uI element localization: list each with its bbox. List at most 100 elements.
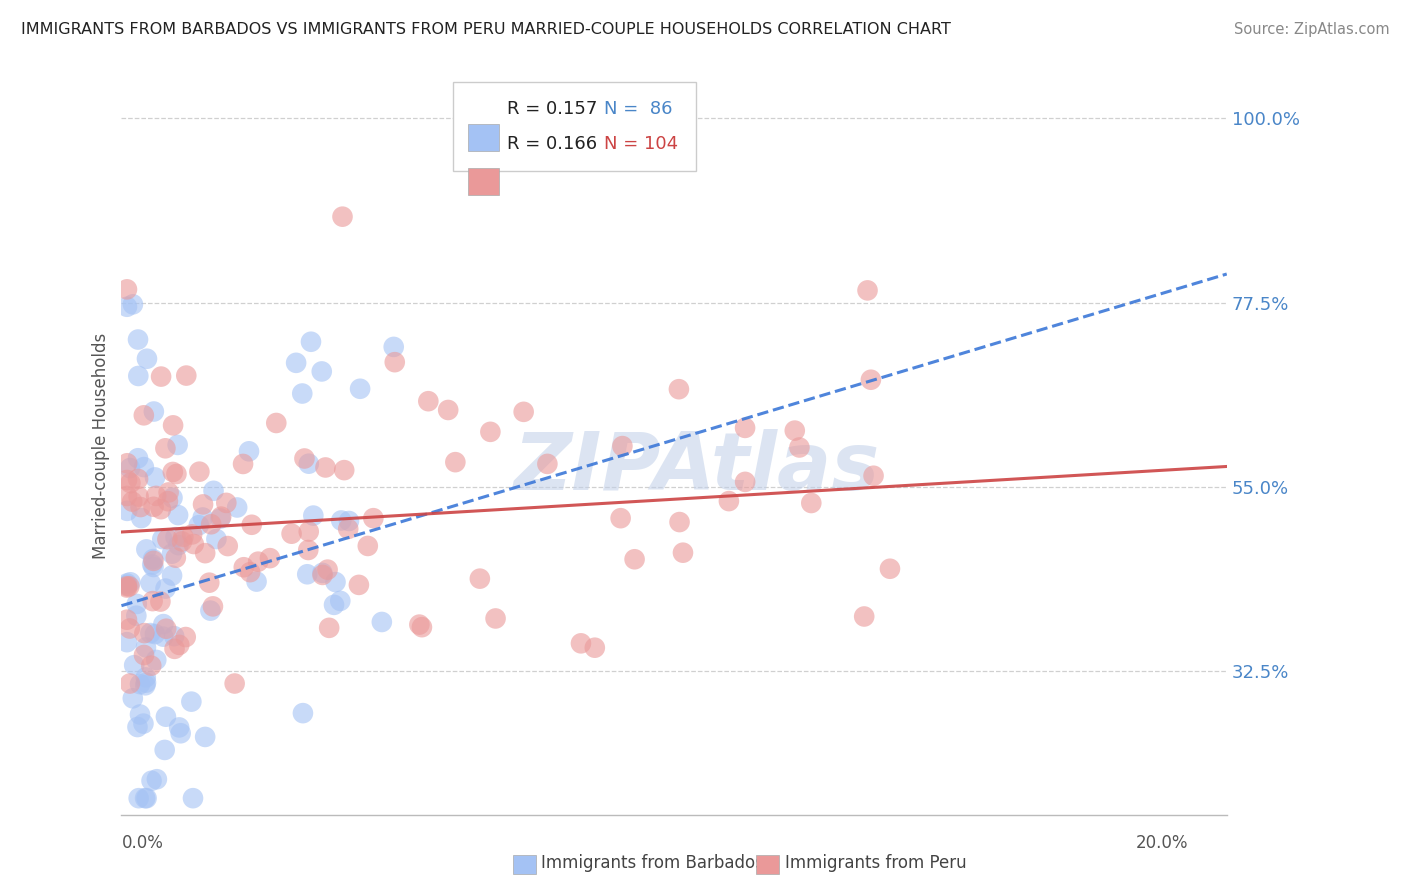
Point — [297, 543, 319, 558]
Point — [325, 575, 347, 590]
Point — [129, 500, 152, 514]
Point — [198, 575, 221, 590]
Point — [174, 630, 197, 644]
Point — [150, 532, 173, 546]
Point — [118, 676, 141, 690]
Point — [174, 368, 197, 383]
Point — [783, 424, 806, 438]
Text: ZIPAtlas: ZIPAtlas — [513, 429, 879, 508]
Point — [239, 565, 262, 579]
Point — [194, 730, 217, 744]
Point — [323, 598, 346, 612]
Point — [200, 517, 222, 532]
Point — [668, 515, 690, 529]
Point — [132, 460, 155, 475]
Point — [191, 510, 214, 524]
Point — [142, 404, 165, 418]
Point — [129, 677, 152, 691]
Point — [444, 455, 467, 469]
Point — [363, 511, 385, 525]
Point — [668, 382, 690, 396]
Point — [125, 608, 148, 623]
Point — [115, 300, 138, 314]
Point — [155, 442, 177, 456]
Point — [291, 386, 314, 401]
Point — [583, 640, 606, 655]
Text: N =  86: N = 86 — [603, 100, 672, 118]
Point — [330, 514, 353, 528]
Text: Source: ZipAtlas.com: Source: ZipAtlas.com — [1233, 22, 1389, 37]
Point — [136, 351, 159, 366]
Point — [382, 340, 405, 354]
Point — [120, 476, 142, 491]
Point — [128, 490, 150, 504]
Point — [194, 546, 217, 560]
Point — [180, 695, 202, 709]
Point — [157, 485, 180, 500]
Point — [162, 465, 184, 479]
Point — [202, 483, 225, 498]
Point — [134, 626, 156, 640]
Point — [232, 560, 254, 574]
Point — [163, 641, 186, 656]
Point — [121, 494, 143, 508]
Point — [162, 418, 184, 433]
Point — [318, 621, 340, 635]
Point — [187, 518, 209, 533]
Point — [139, 626, 162, 640]
Point — [146, 772, 169, 787]
Point — [132, 648, 155, 662]
Point — [311, 566, 333, 580]
Point — [240, 517, 263, 532]
Point — [201, 599, 224, 614]
Point — [160, 547, 183, 561]
Point — [245, 574, 267, 589]
Point — [135, 670, 157, 684]
Point — [859, 373, 882, 387]
Point — [879, 562, 901, 576]
Point — [118, 622, 141, 636]
Point — [205, 532, 228, 546]
Point — [145, 489, 167, 503]
Point — [118, 461, 141, 475]
Point — [172, 530, 194, 544]
Point — [169, 726, 191, 740]
Point — [347, 578, 370, 592]
Point — [134, 791, 156, 805]
Point — [337, 514, 360, 528]
Point — [115, 456, 138, 470]
Point — [232, 457, 254, 471]
Point — [191, 497, 214, 511]
Point — [142, 500, 165, 514]
Point — [247, 555, 270, 569]
Point — [337, 522, 360, 536]
Point — [299, 334, 322, 349]
Point — [141, 658, 163, 673]
Point — [142, 560, 165, 574]
Point — [853, 609, 876, 624]
Point — [162, 491, 184, 505]
Point — [408, 617, 430, 632]
Point — [612, 439, 634, 453]
Point — [115, 473, 138, 487]
Point — [609, 511, 631, 525]
Point — [298, 524, 321, 539]
Point — [135, 542, 157, 557]
Text: IMMIGRANTS FROM BARBADOS VS IMMIGRANTS FROM PERU MARRIED-COUPLE HOUSEHOLDS CORRE: IMMIGRANTS FROM BARBADOS VS IMMIGRANTS F… — [21, 22, 950, 37]
Point — [118, 579, 141, 593]
Point — [209, 509, 232, 524]
Point — [181, 791, 204, 805]
Point — [224, 676, 246, 690]
Point — [125, 597, 148, 611]
Point — [856, 284, 879, 298]
Point — [150, 369, 173, 384]
Point — [155, 709, 177, 723]
Point — [156, 533, 179, 547]
Point — [333, 463, 356, 477]
Point — [298, 457, 321, 471]
Point — [156, 494, 179, 508]
Point — [536, 457, 558, 471]
Point — [165, 467, 187, 481]
Point — [226, 500, 249, 515]
Point — [291, 706, 314, 720]
